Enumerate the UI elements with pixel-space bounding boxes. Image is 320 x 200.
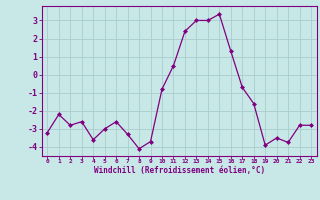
X-axis label: Windchill (Refroidissement éolien,°C): Windchill (Refroidissement éolien,°C): [94, 166, 265, 175]
